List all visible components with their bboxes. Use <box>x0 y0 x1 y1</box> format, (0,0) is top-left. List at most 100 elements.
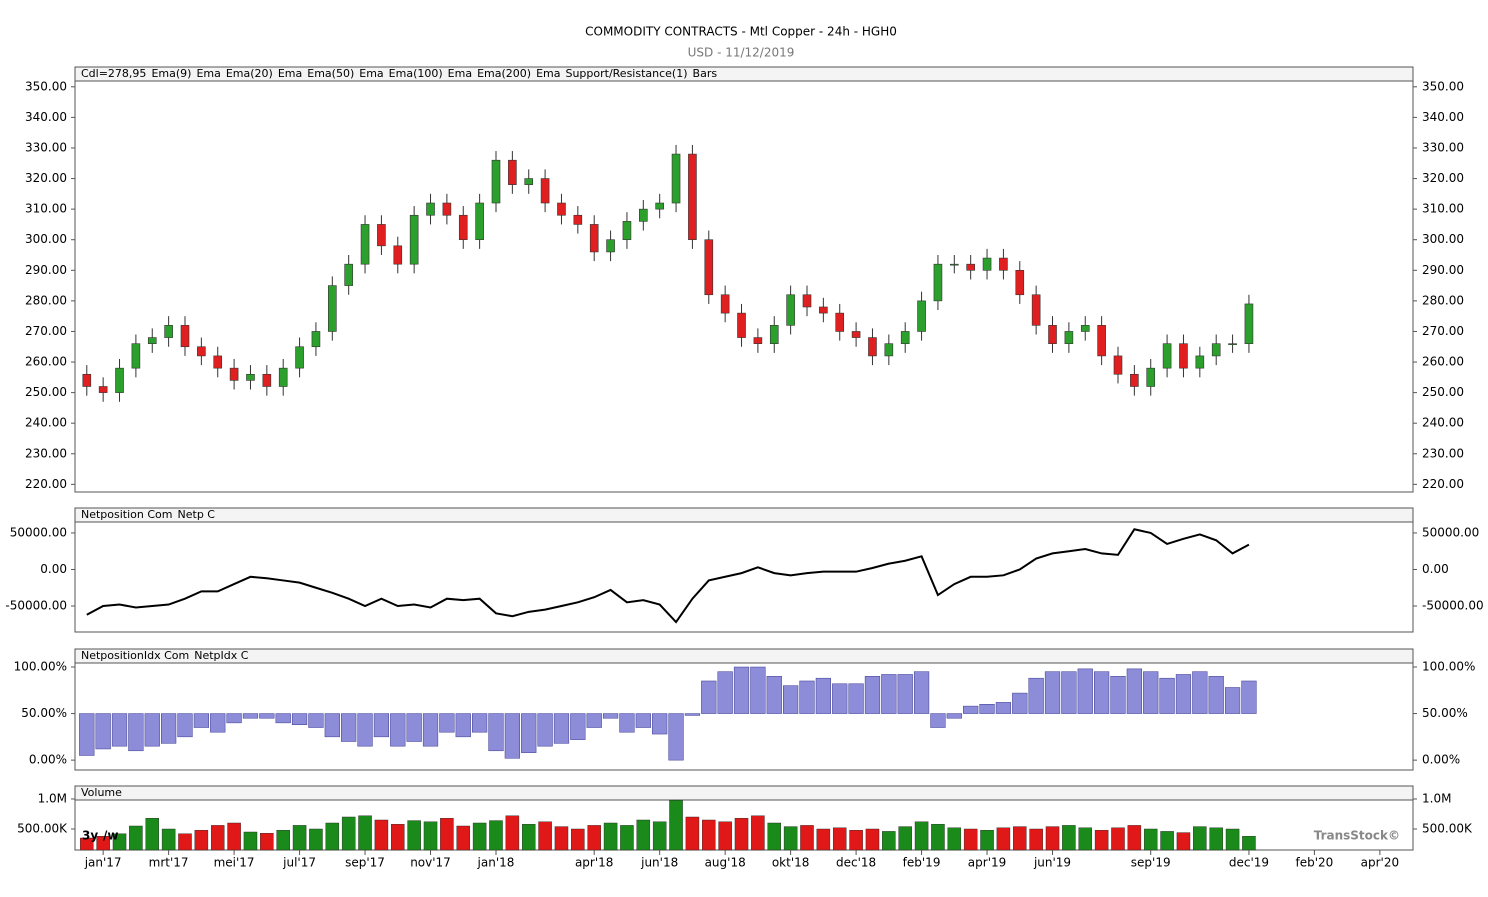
legend-entry: Ema <box>536 67 560 80</box>
x-tick-label: dec'19 <box>1229 856 1269 870</box>
volume-bar <box>1078 827 1092 851</box>
candle-body <box>1146 367 1156 387</box>
bar <box>193 713 209 728</box>
bar <box>1241 680 1257 714</box>
legend-entry: Ema(100) <box>389 67 443 80</box>
y-tick-label: 240.00 <box>25 416 67 430</box>
legend-entry: Ema(200) <box>477 67 531 80</box>
candle-body <box>966 263 975 271</box>
y-tick-label: 330.00 <box>25 140 67 154</box>
y-tick-label: 100.00% <box>1422 660 1475 674</box>
legend-entry: Netp C <box>178 508 216 521</box>
y-tick-label: 50.00% <box>1422 706 1468 720</box>
annotation: /w <box>103 829 118 843</box>
legend-entry: Support/Resistance(1) <box>565 67 687 80</box>
y-tick-label: 0.00% <box>29 753 67 767</box>
candle-body <box>180 325 190 348</box>
volume-bar <box>1242 835 1256 851</box>
volume-bar <box>751 815 765 851</box>
candle-body <box>1048 325 1057 344</box>
bar <box>553 713 570 744</box>
candle-body <box>164 325 173 338</box>
candle-body <box>671 153 681 204</box>
candle-body <box>1244 303 1254 344</box>
candle-body <box>1162 343 1172 369</box>
candle-body <box>344 263 353 286</box>
legend-entry: NetpositionIdx Com <box>81 649 189 662</box>
y-tick-label: 240.00 <box>1422 416 1464 430</box>
legend-entry: Ema <box>278 67 302 80</box>
legend-entry: Ema(50) <box>307 67 354 80</box>
bar <box>881 674 897 714</box>
y-tick-label: 230.00 <box>1422 446 1464 460</box>
y-tick-label: 50000.00 <box>10 525 67 539</box>
candle-body <box>819 306 828 314</box>
volume-bar <box>1143 828 1158 851</box>
candle-body <box>573 214 583 225</box>
y-tick-label: 100.00% <box>14 660 67 674</box>
bar <box>848 683 864 714</box>
bar <box>717 671 733 714</box>
volume-bar <box>521 823 536 851</box>
x-tick-label: sep'17 <box>345 856 385 870</box>
candle-body <box>278 367 288 387</box>
watermark: TransStock© <box>1314 829 1400 843</box>
x-tick-label: mrt'17 <box>149 856 189 870</box>
volume-bar <box>1209 827 1223 851</box>
y-tick-label: 300.00 <box>25 232 67 246</box>
legend-entry: Ema <box>196 67 220 80</box>
candle-body <box>115 367 124 393</box>
bar <box>1077 668 1093 714</box>
candle-body <box>835 312 845 332</box>
volume-bar <box>276 829 290 851</box>
volume-bar <box>980 829 994 851</box>
bar <box>128 713 144 752</box>
candle-body <box>1228 343 1237 345</box>
x-tick-label: apr'18 <box>575 856 613 870</box>
candle-body <box>704 239 714 296</box>
x-tick-label: jul'17 <box>282 856 316 870</box>
volume-bar <box>816 828 831 851</box>
volume-bar <box>1111 827 1125 851</box>
volume-bar <box>358 815 372 851</box>
bar <box>1044 671 1061 714</box>
volume-bar <box>407 820 421 851</box>
volume-bar <box>194 829 209 851</box>
panel-header <box>74 507 1414 523</box>
volume-bar <box>260 832 274 851</box>
volume-bar <box>783 826 798 851</box>
y-tick-label: 500.00K <box>1422 821 1473 835</box>
x-tick-label: okt'18 <box>772 856 810 870</box>
candle-body <box>409 214 419 265</box>
legend: Volume <box>81 786 122 799</box>
candle-body <box>1179 343 1188 369</box>
bar <box>602 713 619 719</box>
y-tick-label: 270.00 <box>25 324 67 338</box>
y-tick-label: 350.00 <box>1422 79 1464 93</box>
bar <box>635 713 651 728</box>
y-tick-label: 250.00 <box>1422 385 1464 399</box>
volume-bar <box>1062 825 1076 851</box>
y-tick-label: 260.00 <box>1422 355 1464 369</box>
net-position-line <box>86 528 1250 624</box>
volume-bar <box>554 826 569 851</box>
candle-body <box>589 224 599 253</box>
candle-body <box>688 153 697 241</box>
bar <box>897 674 913 714</box>
bar <box>766 676 782 714</box>
bar <box>324 713 340 738</box>
bar <box>750 666 766 714</box>
volume-bar <box>1013 826 1027 851</box>
volume-bar <box>587 825 601 851</box>
legend-entry: NetpIdx C <box>194 649 249 662</box>
volume-bar <box>914 821 929 851</box>
panel-frame <box>74 507 1414 633</box>
bar <box>177 713 193 738</box>
bar <box>733 666 750 714</box>
volume-bar <box>505 815 520 851</box>
candle-body <box>393 245 403 265</box>
candle-body <box>295 346 304 369</box>
bar <box>390 713 406 747</box>
legend: Netposition Com Netp C <box>81 508 215 521</box>
